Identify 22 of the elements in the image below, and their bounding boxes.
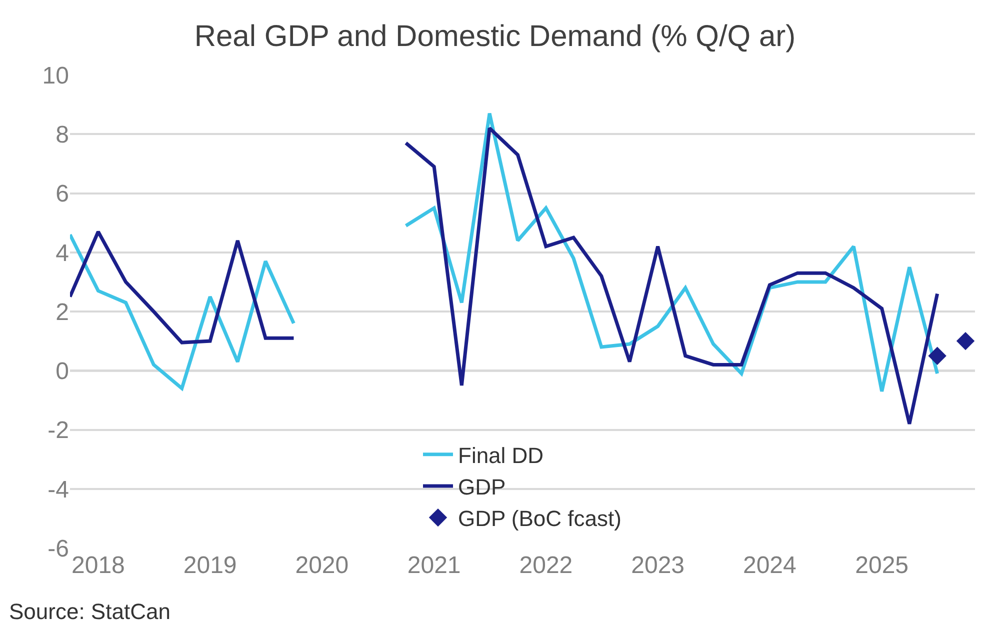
x-tick-label: 2022	[519, 552, 573, 579]
y-tick-label: 8	[56, 122, 69, 149]
x-tick-label: 2021	[407, 552, 461, 579]
x-tick-label: 2020	[295, 552, 349, 579]
y-tick-label: -2	[48, 417, 69, 444]
y-tick-label: -6	[48, 535, 69, 562]
y-tick-label: 4	[56, 240, 69, 267]
x-tick-label: 2018	[72, 552, 125, 579]
legend-label: GDP (BoC fcast)	[458, 506, 622, 532]
x-tick-label: 2025	[855, 552, 909, 579]
y-tick-label: 2	[56, 298, 69, 326]
y-tick-label: 10	[42, 62, 69, 90]
legend-label: GDP	[458, 474, 506, 500]
y-tick-label: 6	[56, 180, 69, 208]
chart-title: Real GDP and Domestic Demand (% Q/Q ar)	[194, 20, 796, 54]
legend-label: Final DD	[458, 442, 544, 468]
source-note: Source: StatCan	[9, 599, 170, 624]
y-tick-label: 0	[56, 358, 69, 386]
x-tick-label: 2024	[742, 552, 796, 579]
x-tick-label: 2019	[183, 552, 237, 579]
x-tick-label: 2023	[631, 552, 685, 579]
y-tick-label: -4	[48, 476, 69, 504]
